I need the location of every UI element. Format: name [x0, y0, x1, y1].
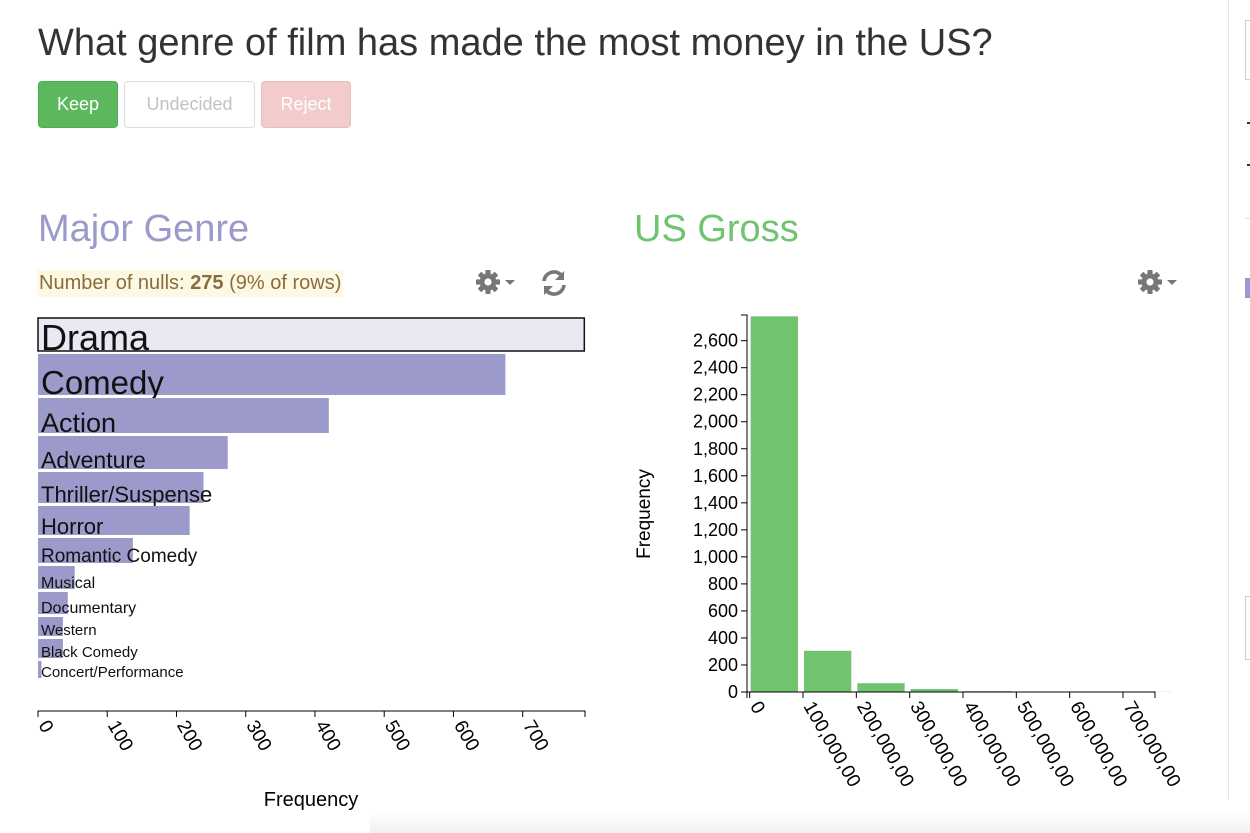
genre-bar-label: Documentary — [41, 600, 136, 617]
x-axis-tick-label: 700 — [518, 717, 552, 755]
y-axis-tick-label: 800 — [708, 574, 738, 594]
histogram-bar — [857, 683, 905, 692]
x-axis-line — [746, 691, 1156, 698]
y-axis-tick-label: 2,400 — [693, 358, 738, 378]
undecided-button[interactable]: Undecided — [124, 81, 255, 128]
genre-bar[interactable] — [38, 472, 204, 503]
refresh-icon — [542, 270, 566, 296]
keep-button[interactable]: Keep — [38, 81, 118, 128]
genre-bar[interactable] — [38, 436, 228, 469]
y-axis-tick-label: 1,400 — [693, 493, 738, 513]
x-axis-tick-label: 300 — [241, 717, 275, 755]
y-axis-tick-label: 200 — [708, 655, 738, 675]
null-count-percent: (9% of rows) — [229, 272, 342, 294]
gross-histogram: 0 200 400 600 800 1,000 1,200 1,400 1,600 1,800 2,… — [634, 314, 1184, 791]
genre-bar-label: Black Comedy — [41, 644, 138, 661]
genre-bar-label: Romantic Comedy — [41, 546, 198, 567]
x-axis-tick-label: 0 — [34, 717, 57, 737]
genre-panel-title: Major Genre — [38, 208, 250, 250]
genre-bar-label: Drama — [41, 317, 150, 358]
genre-bar-label: Action — [41, 408, 116, 438]
null-count-badge: Number of nulls: 275 (9% of rows) — [37, 270, 344, 297]
bottom-shadow — [370, 812, 1250, 833]
page-title: What genre of film has made the most mon… — [38, 22, 993, 64]
genre-bar[interactable] — [38, 617, 63, 636]
genre-bar-label: Concert/Performance — [41, 664, 184, 681]
x-axis-tick-label: 400 — [311, 717, 345, 755]
genre-bar[interactable] — [38, 538, 133, 563]
y-axis-tick-label: 1,600 — [693, 466, 738, 486]
gross-panel-title: US Gross — [634, 208, 799, 250]
y-axis-tick-label: 2,600 — [693, 331, 738, 351]
genre-bar[interactable] — [37, 317, 586, 352]
y-axis-tick-label: 400 — [708, 628, 738, 648]
x-axis-tick-label: 600 — [449, 717, 483, 755]
y-axis-line — [741, 314, 748, 693]
gear-icon — [1138, 270, 1177, 294]
genre-bar-label: Musical — [41, 575, 95, 592]
y-axis-tick-label: 0 — [728, 682, 738, 702]
genre-bar[interactable] — [38, 354, 506, 395]
histogram-bar — [750, 316, 798, 692]
genre-bar-label: Western — [41, 622, 97, 639]
null-count-label: Number of nulls: — [39, 272, 185, 294]
genre-bar[interactable] — [38, 661, 42, 678]
y-axis-title: Frequency — [634, 469, 655, 559]
genre-bar[interactable] — [38, 592, 68, 614]
y-axis-tick-label: 1,200 — [693, 520, 738, 540]
genre-settings-dropdown[interactable] — [474, 268, 520, 296]
genre-bar-label: Comedy — [41, 364, 164, 401]
y-axis-tick-label: 1,000 — [693, 547, 738, 567]
adjacent-panel-edge — [1228, 0, 1250, 800]
genre-bar-label: Horror — [41, 514, 103, 539]
gross-settings-dropdown[interactable] — [1136, 268, 1182, 296]
genre-bar-chart: Drama Comedy Action Adventure Thriller/Suspe… — [34, 317, 586, 811]
x-axis-tick-label: 500 — [380, 717, 414, 755]
x-axis-tick-label: 200 — [172, 717, 206, 755]
caret-down-icon — [505, 280, 515, 285]
histogram-bar — [910, 689, 958, 692]
x-axis-tick-label: 0 — [745, 698, 768, 718]
genre-bar[interactable] — [38, 566, 75, 589]
histogram-bar — [804, 650, 852, 692]
x-axis-tick-label: 100 — [103, 717, 137, 755]
gear-icon — [476, 270, 515, 294]
genre-bar[interactable] — [38, 398, 329, 433]
reject-button[interactable]: Reject — [261, 81, 351, 128]
genre-bar[interactable] — [38, 639, 63, 658]
x-axis-line — [37, 710, 586, 717]
y-axis-tick-label: 600 — [708, 601, 738, 621]
x-axis-title: Frequency — [264, 789, 359, 811]
genre-bar-label: Thriller/Suspense — [41, 482, 212, 507]
refresh-button[interactable] — [539, 268, 569, 298]
y-axis-tick-label: 2,200 — [693, 385, 738, 405]
null-count-value: 275 — [190, 272, 224, 294]
y-axis-tick-label: 1,800 — [693, 439, 738, 459]
caret-down-icon — [1167, 280, 1177, 285]
genre-bar-label: Adventure — [41, 447, 146, 473]
y-axis-tick-label: 2,000 — [693, 412, 738, 432]
genre-bar[interactable] — [38, 506, 190, 535]
